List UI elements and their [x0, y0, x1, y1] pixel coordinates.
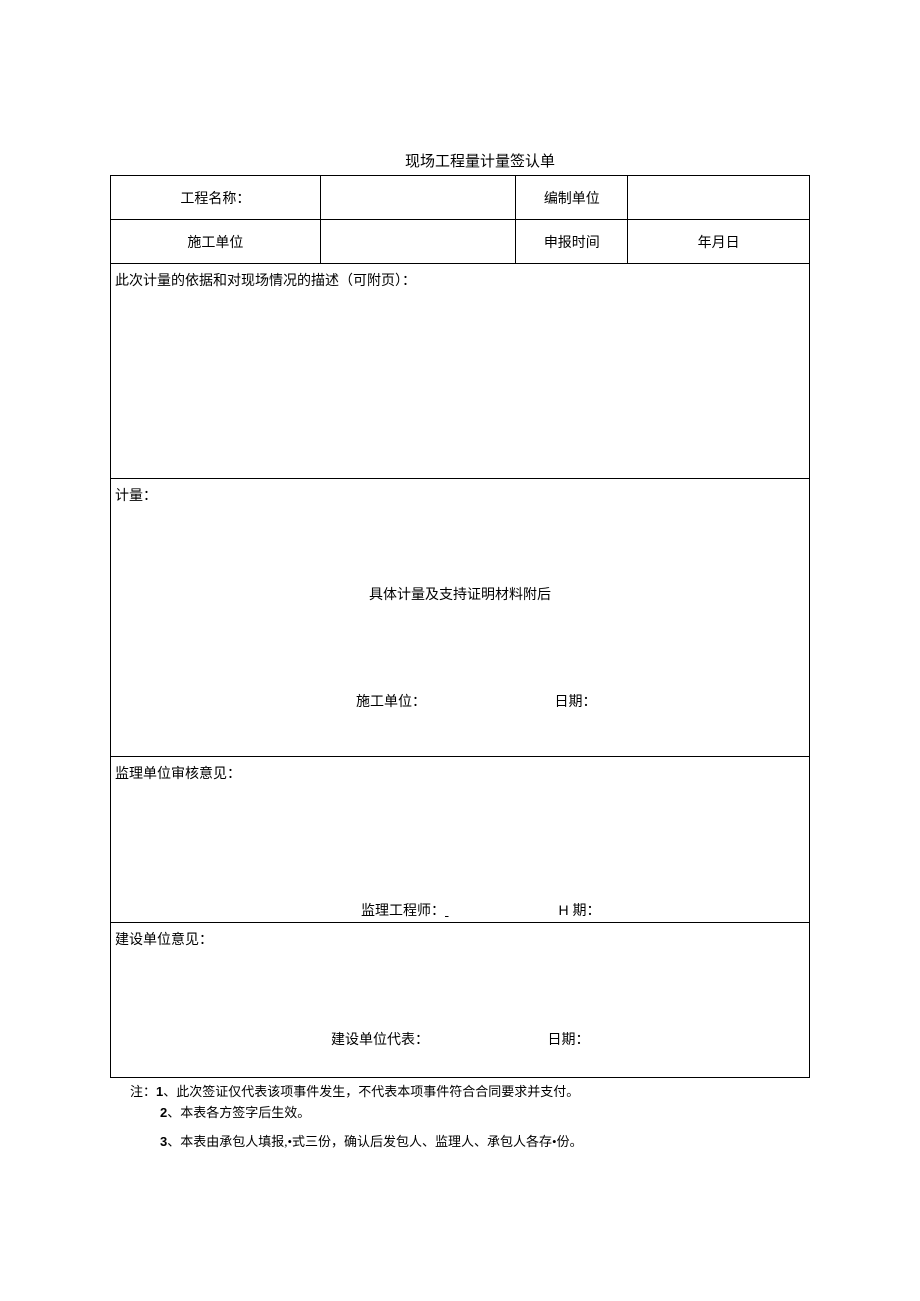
document-title: 现场工程量计量签认单 — [110, 150, 810, 171]
note-1-text: 、此次签证仅代表该项事件发生，不代表本项事件符合合同要求并支付。 — [163, 1084, 579, 1099]
label-compile-unit: 编制单位 — [516, 176, 628, 220]
label-report-time: 申报时间 — [516, 220, 628, 264]
note-line-1: 注：1、此次签证仅代表该项事件发生，不代表本项事件符合合同要求并支付。 — [130, 1082, 810, 1103]
row-construction-unit: 施工单位 申报时间 年月日 — [111, 220, 810, 264]
row-builder: 建设单位意见： 建设单位代表： 日期： — [111, 923, 810, 1078]
note-line-2: 2、本表各方签字后生效。 — [130, 1103, 810, 1124]
row-supervisor: 监理单位审核意见： 监理工程师： H 期： — [111, 757, 810, 923]
value-report-time: 年月日 — [628, 220, 810, 264]
label-project-name: 工程名称： — [111, 176, 321, 220]
label-builder-date: 日期： — [548, 1029, 590, 1049]
note-line-3: 3、本表由承包人填报,•式三份，确认后发包人、监理人、承包人各存•份。 — [130, 1132, 810, 1153]
note-3-text: 、本表由承包人填报,•式三份，确认后发包人、监理人、承包人各存•份。 — [167, 1134, 582, 1149]
value-construction-unit — [320, 220, 516, 264]
label-builder-opinion: 建设单位意见： — [115, 929, 213, 949]
label-supervisor-date: H 期： — [559, 900, 601, 920]
label-measurement: 计量： — [115, 485, 157, 505]
value-compile-unit — [628, 176, 810, 220]
label-construction-sign: 施工单位： — [356, 691, 426, 711]
builder-signature-line: 建设单位代表： 日期： — [111, 1029, 809, 1049]
value-project-name — [320, 176, 516, 220]
cell-measurement: 计量： 具体计量及支持证明材料附后 施工单位： 日期： — [111, 479, 810, 757]
label-builder-rep: 建设单位代表： — [331, 1029, 429, 1049]
label-construction-unit: 施工单位 — [111, 220, 321, 264]
supervisor-signature-line: 监理工程师： H 期： — [111, 900, 809, 920]
measurement-signature-line: 施工单位： 日期： — [111, 691, 809, 711]
row-project-name: 工程名称： 编制单位 — [111, 176, 810, 220]
cell-builder: 建设单位意见： 建设单位代表： 日期： — [111, 923, 810, 1078]
row-description: 此次计量的依据和对现场情况的描述（可附页）： — [111, 264, 810, 479]
label-supervisor-opinion: 监理单位审核意见： — [115, 763, 241, 783]
row-measurement: 计量： 具体计量及支持证明材料附后 施工单位： 日期： — [111, 479, 810, 757]
cell-supervisor: 监理单位审核意见： 监理工程师： H 期： — [111, 757, 810, 923]
label-description: 此次计量的依据和对现场情况的描述（可附页）： — [115, 274, 416, 289]
label-supervisor-engineer: 监理工程师： — [361, 900, 445, 920]
note-2-text: 、本表各方签字后生效。 — [167, 1105, 310, 1120]
note-prefix: 注： — [130, 1084, 156, 1099]
text-measurement-center: 具体计量及支持证明材料附后 — [111, 584, 809, 604]
form-table: 工程名称： 编制单位 施工单位 申报时间 年月日 此次计量的依据和对现场情况的描… — [110, 175, 810, 1078]
label-construction-date: 日期： — [555, 691, 597, 711]
notes-section: 注：1、此次签证仅代表该项事件发生，不代表本项事件符合合同要求并支付。 2、本表… — [110, 1082, 810, 1152]
cell-description: 此次计量的依据和对现场情况的描述（可附页）： — [111, 264, 810, 479]
